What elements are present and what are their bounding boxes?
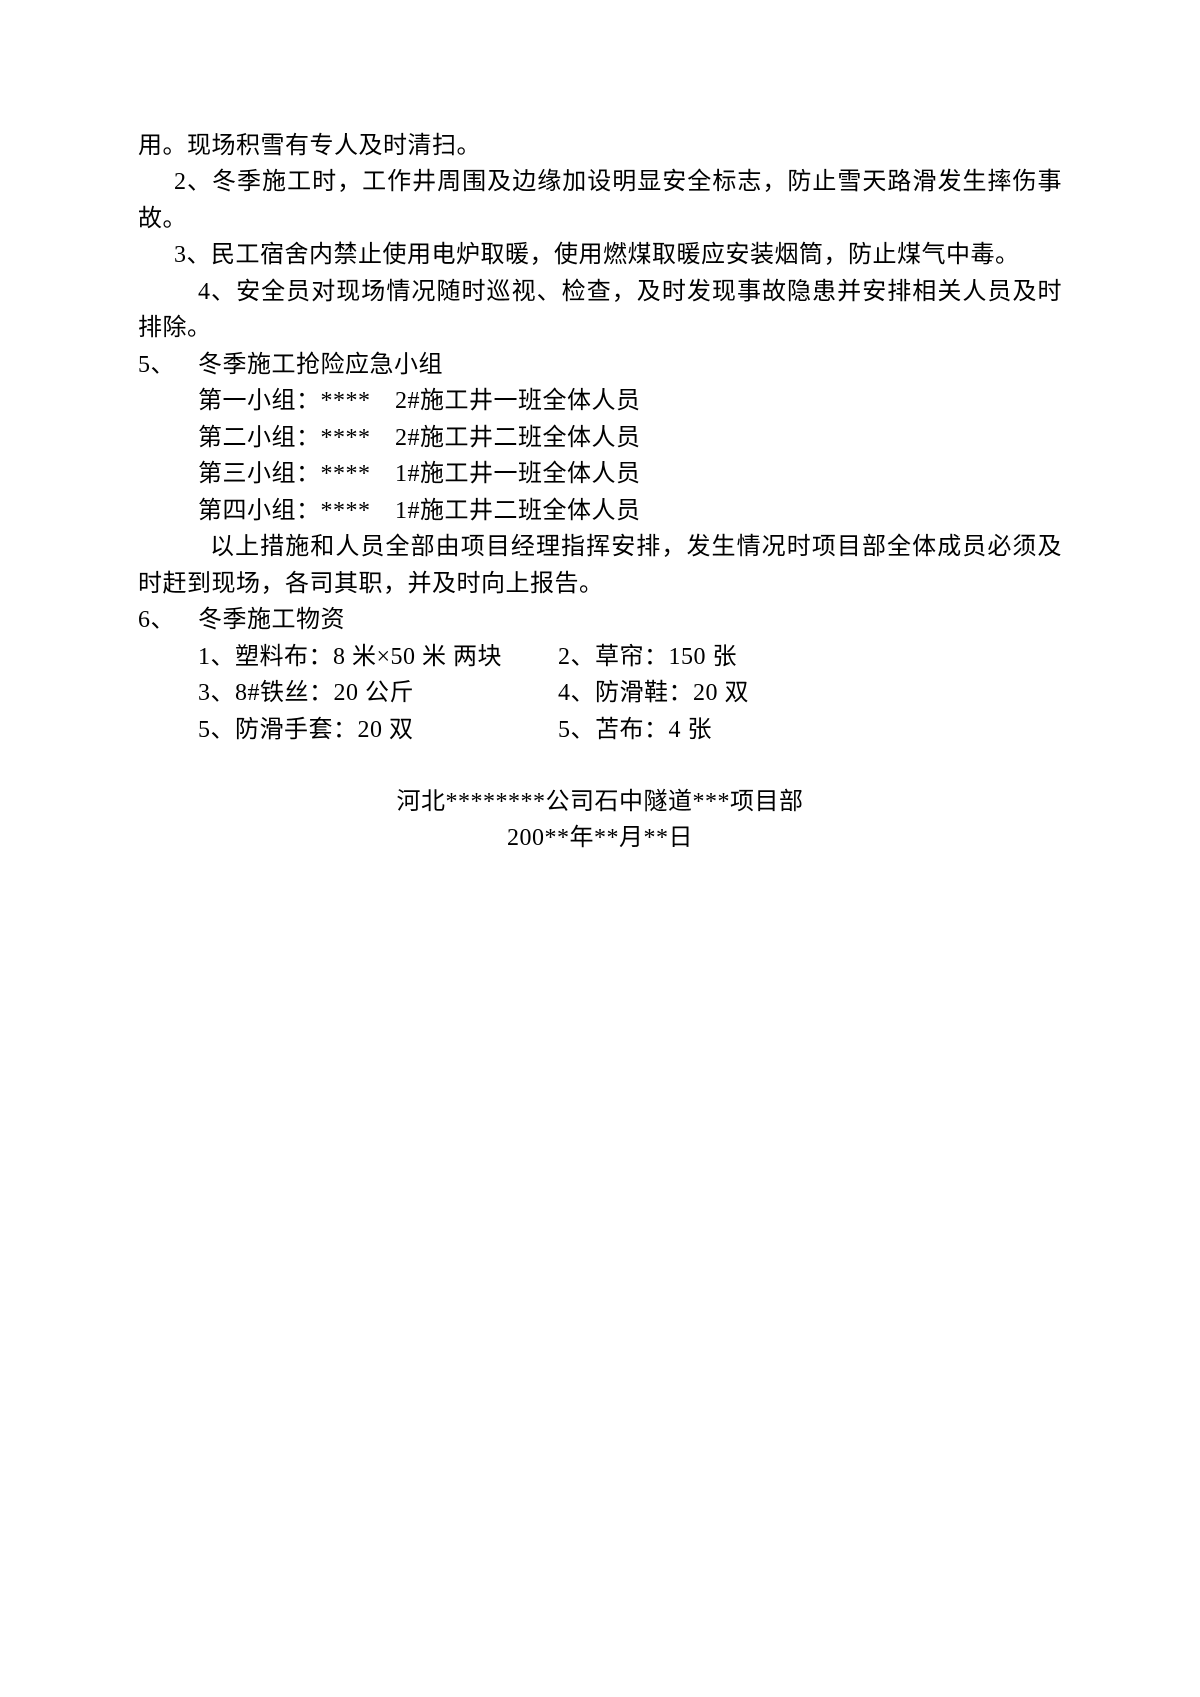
section-6-header: 6、 冬季施工物资: [138, 602, 1062, 638]
section-5-number: 5、: [138, 347, 198, 383]
group-2: 第二小组：**** 2#施工井二班全体人员: [198, 420, 1062, 456]
signature-block: 河北********公司石中隧道***项目部 200**年**月**日: [138, 784, 1062, 857]
supply-row-3: 5、防滑手套：20 双 5、苫布：4 张: [138, 712, 1062, 748]
paragraph-2: 2、冬季施工时，工作井周围及边缘加设明显安全标志，防止雪天路滑发生摔伤事故。: [138, 164, 1062, 237]
paragraph-5: 以上措施和人员全部由项目经理指挥安排，发生情况时项目部全体成员必须及时赶到现场，…: [138, 529, 1062, 602]
group-4: 第四小组：**** 1#施工井二班全体人员: [198, 493, 1062, 529]
document-body: 用。现场积雪有专人及时清扫。 2、冬季施工时，工作井周围及边缘加设明显安全标志，…: [138, 128, 1062, 857]
signature-date: 200**年**月**日: [138, 820, 1062, 856]
supply-4: 4、防滑鞋：20 双: [558, 675, 749, 711]
supply-row-1: 1、塑料布：8 米×50 米 两块 2、草帘：150 张: [138, 639, 1062, 675]
section-5-header: 5、 冬季施工抢险应急小组: [138, 347, 1062, 383]
paragraph-1: 用。现场积雪有专人及时清扫。: [138, 128, 1062, 164]
paragraph-4: 4、安全员对现场情况随时巡视、检查，及时发现事故隐患并安排相关人员及时排除。: [138, 274, 1062, 347]
signature-company: 河北********公司石中隧道***项目部: [138, 784, 1062, 820]
supply-3: 3、8#铁丝：20 公斤: [198, 675, 558, 711]
supply-5: 5、防滑手套：20 双: [198, 712, 558, 748]
supply-row-2: 3、8#铁丝：20 公斤 4、防滑鞋：20 双: [138, 675, 1062, 711]
group-3: 第三小组：**** 1#施工井一班全体人员: [198, 456, 1062, 492]
group-1: 第一小组：**** 2#施工井一班全体人员: [198, 383, 1062, 419]
supply-1: 1、塑料布：8 米×50 米 两块: [198, 639, 558, 675]
supply-2: 2、草帘：150 张: [558, 639, 737, 675]
paragraph-3: 3、民工宿舍内禁止使用电炉取暖，使用燃煤取暖应安装烟筒，防止煤气中毒。: [138, 237, 1062, 273]
section-5-title: 冬季施工抢险应急小组: [198, 347, 1062, 383]
section-6-title: 冬季施工物资: [198, 602, 1062, 638]
supply-6: 5、苫布：4 张: [558, 712, 712, 748]
section-6-number: 6、: [138, 602, 198, 638]
group-list: 第一小组：**** 2#施工井一班全体人员 第二小组：**** 2#施工井二班全…: [138, 383, 1062, 529]
